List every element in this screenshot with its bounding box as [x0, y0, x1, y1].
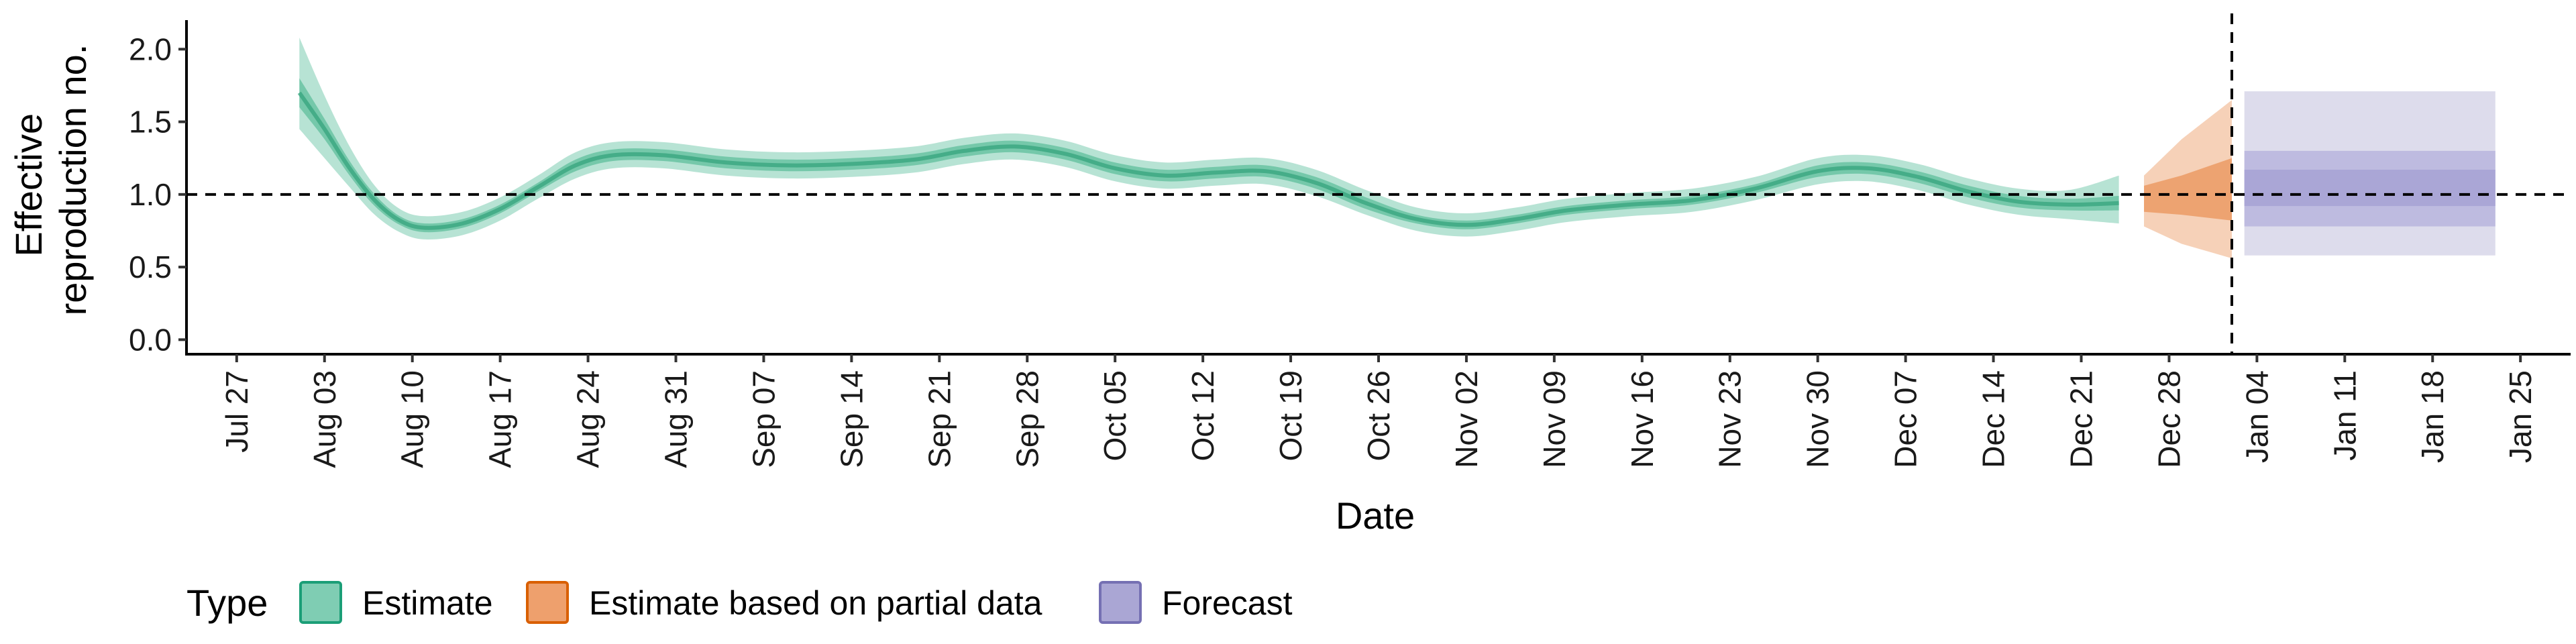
x-tick-label: Jan 11 — [2327, 370, 2362, 461]
x-tick-label: Jan 18 — [2415, 370, 2450, 463]
legend-title: Type — [186, 582, 268, 624]
y-axis-title-line-2: reproduction no. — [52, 44, 94, 316]
x-tick-label: Nov 23 — [1713, 370, 1748, 468]
x-tick-label: Oct 05 — [1097, 370, 1132, 462]
x-tick-label: Nov 09 — [1537, 370, 1572, 468]
x-tick-label: Jul 27 — [219, 370, 254, 453]
x-axis-title: Date — [1336, 494, 1415, 537]
legend-swatch-forecast — [1099, 581, 1142, 624]
x-axis-ticks: Jul 27 Aug 03 Aug 10 Aug 17 Aug 24 Aug 31 Sep … — [219, 354, 2538, 468]
estimate-median-line — [297, 91, 2119, 230]
legend-swatch-estimate — [299, 581, 342, 624]
x-tick-label: Aug 17 — [483, 370, 518, 468]
x-tick-label: Dec 21 — [2063, 370, 2098, 468]
x-tick-label: Nov 16 — [1625, 370, 1660, 468]
x-tick-label: Sep 28 — [1010, 370, 1044, 468]
y-axis-ticks: 0.0 0.5 1.0 1.5 2.0 — [129, 32, 186, 357]
y-tick-label: 1.5 — [129, 105, 172, 140]
estimate-band-90 — [299, 38, 2119, 240]
x-tick-label: Nov 02 — [1449, 370, 1484, 468]
legend-label-estimate: Estimate — [362, 584, 493, 622]
y-axis-title: Effective reproduction no. — [7, 44, 94, 316]
y-tick-label: 1.0 — [129, 177, 172, 212]
x-tick-label: Sep 21 — [922, 370, 957, 468]
y-axis-title-line-1: Effective — [7, 113, 50, 257]
x-tick-label: Nov 30 — [1801, 370, 1835, 468]
x-tick-label: Aug 31 — [659, 370, 694, 468]
forecast-band-20 — [2244, 170, 2496, 207]
chart-bands — [297, 38, 2496, 259]
legend-label-partial: Estimate based on partial data — [589, 584, 1042, 622]
x-tick-label: Oct 19 — [1273, 370, 1308, 462]
x-tick-label: Dec 28 — [2151, 370, 2186, 468]
partial-band-50 — [2144, 158, 2232, 221]
legend: Type Estimate Estimate based on partial … — [186, 581, 1293, 624]
x-tick-label: Sep 07 — [746, 370, 781, 468]
x-tick-label: Aug 10 — [395, 370, 430, 468]
x-tick-label: Sep 14 — [834, 370, 869, 468]
x-tick-label: Oct 12 — [1185, 370, 1220, 462]
legend-swatch-partial — [526, 581, 569, 624]
y-tick-label: 0.0 — [129, 322, 172, 357]
x-tick-label: Jan 25 — [2503, 370, 2538, 463]
x-tick-label: Dec 07 — [1888, 370, 1923, 468]
reference-lines — [186, 13, 2571, 354]
y-tick-label: 0.5 — [129, 250, 172, 284]
legend-label-forecast: Forecast — [1162, 584, 1293, 622]
x-tick-label: Aug 24 — [571, 370, 606, 468]
x-tick-label: Dec 14 — [1976, 370, 2011, 468]
x-tick-label: Oct 26 — [1361, 370, 1396, 462]
x-tick-label: Jan 04 — [2239, 370, 2274, 463]
x-tick-label: Aug 03 — [307, 370, 342, 468]
y-tick-label: 2.0 — [129, 32, 172, 66]
